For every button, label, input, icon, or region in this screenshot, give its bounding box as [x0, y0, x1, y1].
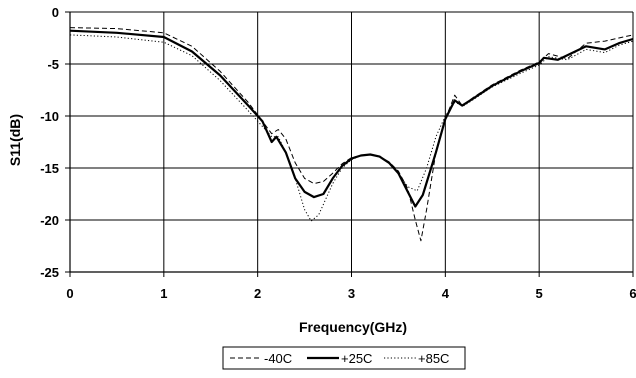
- legend-label: +85C: [418, 351, 449, 366]
- legend-box: [222, 346, 466, 370]
- y-tick-label: -10: [40, 109, 59, 124]
- axes: [65, 11, 634, 277]
- tick-labels: 0 1 2 3 4 5 6 0 -5 -10 -15 -20 -25: [40, 5, 636, 301]
- series-lines: [69, 27, 634, 242]
- y-axis-title: S11(dB): [7, 114, 23, 166]
- y-tick-label: -5: [47, 57, 59, 72]
- series-line-2: [69, 29, 634, 208]
- x-tick-label: 6: [629, 286, 636, 301]
- x-tick-label: 4: [442, 286, 450, 301]
- legend-label: +25C: [341, 351, 372, 366]
- y-tick-label: -20: [40, 213, 59, 228]
- legend-label: -40C: [264, 351, 292, 366]
- series-line-3: [69, 34, 634, 222]
- x-tick-label: 1: [160, 286, 167, 301]
- x-tick-label: 3: [348, 286, 355, 301]
- x-axis-title: Frequency(GHz): [299, 319, 407, 335]
- x-tick-label: 5: [536, 286, 543, 301]
- y-tick-label: 0: [52, 5, 59, 20]
- y-tick-label: -15: [40, 161, 59, 176]
- grid: [70, 11, 634, 272]
- x-tick-label: 0: [66, 286, 73, 301]
- x-tick-label: 2: [254, 286, 261, 301]
- legend: -40C +25C +85C: [222, 346, 466, 370]
- y-tick-label: -25: [40, 265, 59, 280]
